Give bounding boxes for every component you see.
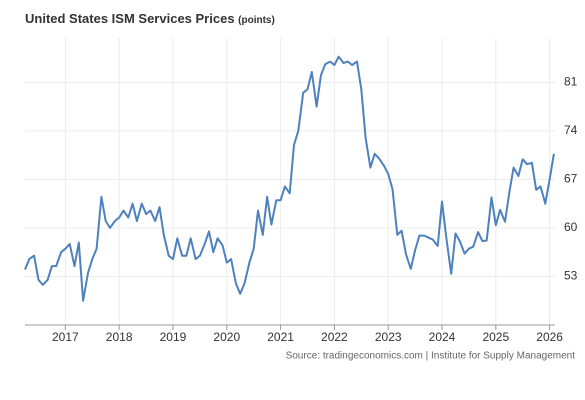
y-tick-label: 81	[564, 75, 578, 89]
x-tick-label: 2026	[536, 330, 563, 344]
y-tick-label: 74	[564, 123, 578, 137]
x-tick-label: 2018	[106, 330, 133, 344]
y-tick-label: 53	[564, 269, 578, 283]
y-tick-label: 67	[564, 172, 578, 186]
chart-title: United States ISM Services Prices (point…	[25, 11, 275, 26]
title: United States ISM Services Prices	[25, 11, 235, 26]
x-tick-label: 2020	[213, 330, 240, 344]
x-tick-label: 2019	[160, 330, 187, 344]
source: Source: tradingeconomics.com | Institute…	[286, 351, 576, 362]
x-tick-label: 2024	[429, 330, 456, 344]
x-tick-label: 2022	[321, 330, 348, 344]
line-series	[24, 55, 555, 302]
x-tick-label: 2023	[375, 330, 402, 344]
x-tick-label: 2025	[482, 330, 509, 344]
x-tick-label: 2017	[52, 330, 79, 344]
unit: (points)	[238, 15, 275, 26]
y-tick-label: 60	[564, 220, 578, 234]
x-tick-label: 2021	[267, 330, 294, 344]
